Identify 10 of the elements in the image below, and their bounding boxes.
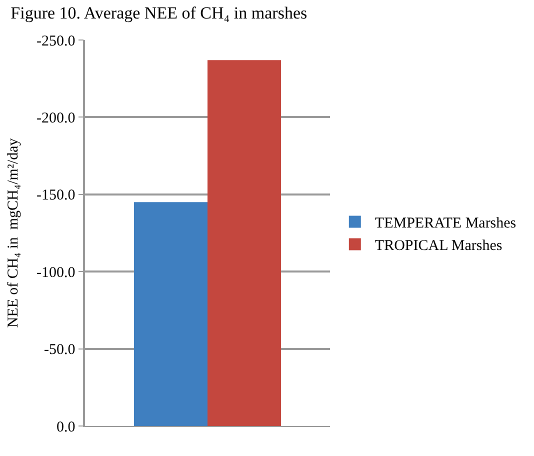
legend-label: TEMPERATE Marshes: [374, 216, 516, 232]
y-tick-label: -150.0: [36, 188, 76, 204]
y-tick-label: 0.0: [56, 419, 76, 436]
y-tick-label: -200.0: [36, 110, 76, 126]
y-axis-title: NEE of CH₄ in mgCH₄/m²/day: [5, 138, 22, 328]
legend-label: TROPICAL Marshes: [374, 238, 502, 254]
y-tick-label: -100.0: [36, 264, 76, 281]
chart-title: Figure 10. Average NEE of CH₄ in marshes: [10, 4, 308, 23]
y-tick-label: -50.0: [44, 342, 76, 358]
y-tick-label: -250.0: [36, 33, 76, 50]
